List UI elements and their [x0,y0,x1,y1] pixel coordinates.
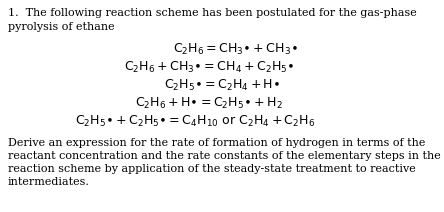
Text: $\mathrm{C_2H_5{\bullet} = C_2H_4 + H{\bullet}}$: $\mathrm{C_2H_5{\bullet} = C_2H_4 + H{\b… [164,78,280,93]
Text: pyrolysis of ethane: pyrolysis of ethane [8,22,115,32]
Text: reaction scheme by application of the steady-state treatment to reactive: reaction scheme by application of the st… [8,164,416,174]
Text: reactant concentration and the rate constants of the elementary steps in the: reactant concentration and the rate cons… [8,151,441,161]
Text: intermediates.: intermediates. [8,177,90,187]
Text: $\mathrm{C_2H_6 = CH_3{\bullet} + CH_3{\bullet}}$: $\mathrm{C_2H_6 = CH_3{\bullet} + CH_3{\… [173,42,298,57]
Text: $\mathrm{C_2H_5{\bullet} + C_2H_5{\bullet} = C_4H_{10}\ or\ C_2H_4 + C_2H_6}$: $\mathrm{C_2H_5{\bullet} + C_2H_5{\bulle… [75,114,316,129]
Text: $\mathrm{C_2H_6 + CH_3{\bullet} = CH_4 + C_2H_5{\bullet}}$: $\mathrm{C_2H_6 + CH_3{\bullet} = CH_4 +… [123,60,294,75]
Text: Derive an expression for the rate of formation of hydrogen in terms of the: Derive an expression for the rate of for… [8,138,425,148]
Text: $\mathrm{C_2H_6 + H{\bullet} = C_2H_5{\bullet} + H_2}$: $\mathrm{C_2H_6 + H{\bullet} = C_2H_5{\b… [135,96,282,111]
Text: 1.  The following reaction scheme has been postulated for the gas-phase: 1. The following reaction scheme has bee… [8,8,417,18]
